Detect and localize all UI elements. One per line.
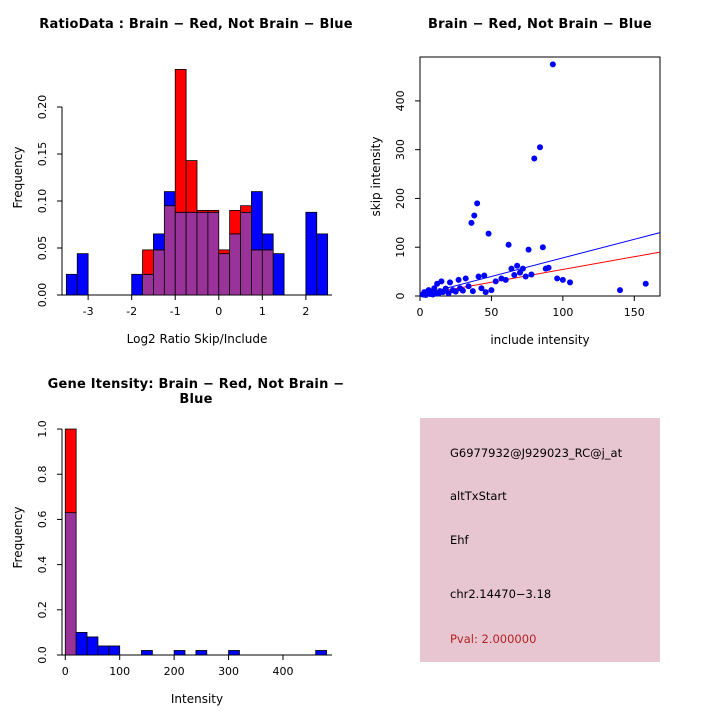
svg-text:1: 1: [259, 305, 266, 318]
svg-text:100: 100: [394, 237, 407, 258]
svg-text:100: 100: [109, 665, 130, 678]
svg-text:0.2: 0.2: [36, 601, 49, 619]
svg-text:0: 0: [417, 306, 424, 319]
svg-text:400: 400: [394, 90, 407, 111]
info-box: G6977932@J929023_RC@j_at altTxStart Ehf …: [420, 418, 660, 662]
event-type: altTxStart: [450, 489, 507, 503]
chromosome-location: chr2.14470−3.18: [450, 587, 552, 601]
ratio-histogram-plot: -3 -2 -1 0 1 2 0.00 0.05 0.10 0.15 0.20 Log2 Ratio …: [11, 69, 332, 346]
ratio-histogram-panel: RatioData : Brain − Red, Not Brain − Blu…: [0, 0, 360, 360]
svg-text:300: 300: [394, 139, 407, 160]
gene-intensity-histogram-panel: Gene Itensity: Brain − Red, Not Brain − …: [0, 360, 360, 720]
svg-text:0: 0: [215, 305, 222, 318]
svg-text:0.15: 0.15: [36, 142, 49, 167]
svg-text:2: 2: [302, 305, 309, 318]
svg-text:Log2 Ratio Skip/Include: Log2 Ratio Skip/Include: [127, 332, 268, 346]
intensity-scatter-plot: 0 50 100 150 0 100 200 300 400 include intensity s…: [369, 56, 661, 347]
gene-symbol: Ehf: [450, 533, 469, 547]
svg-text:0.10: 0.10: [36, 189, 49, 214]
svg-text:300: 300: [218, 665, 239, 678]
svg-text:0.05: 0.05: [36, 236, 49, 261]
svg-text:0.8: 0.8: [36, 465, 49, 483]
svg-text:-1: -1: [170, 305, 181, 318]
svg-text:50: 50: [484, 306, 498, 319]
intensity-scatter-panel: Brain − Red, Not Brain − Blue 0 50 100 150 0…: [360, 0, 720, 360]
gene-intensity-histogram-title: Gene Itensity: Brain − Red, Not Brain − …: [47, 377, 345, 407]
svg-text:100: 100: [552, 306, 573, 319]
svg-text:1.0: 1.0: [36, 420, 49, 438]
svg-text:0.00: 0.00: [36, 283, 49, 308]
svg-text:200: 200: [164, 665, 185, 678]
probe-id: G6977932@J929023_RC@j_at: [450, 446, 623, 460]
svg-text:200: 200: [394, 188, 407, 209]
gene-info-panel: G6977932@J929023_RC@j_at altTxStart Ehf …: [360, 360, 720, 720]
svg-text:0.20: 0.20: [36, 95, 49, 120]
svg-text:0.6: 0.6: [36, 511, 49, 529]
svg-text:150: 150: [624, 306, 645, 319]
svg-text:Frequency: Frequency: [11, 507, 25, 569]
ratio-histogram-title: RatioData : Brain − Red, Not Brain − Blu…: [39, 17, 353, 32]
svg-text:-3: -3: [83, 305, 94, 318]
intensity-scatter-title: Brain − Red, Not Brain − Blue: [428, 17, 652, 32]
gene-intensity-histogram-plot: 0 100 200 300 400 0.0 0.2 0.4 0.6 0.8 1.0 Intensity…: [11, 420, 332, 706]
svg-text:-2: -2: [126, 305, 137, 318]
svg-text:0: 0: [62, 665, 69, 678]
svg-text:skip intensity: skip intensity: [369, 137, 383, 217]
svg-text:Intensity: Intensity: [171, 692, 223, 706]
svg-text:0.0: 0.0: [36, 646, 49, 664]
svg-text:0: 0: [394, 293, 407, 300]
pval-text: Pval: 2.000000: [450, 632, 537, 646]
svg-text:Frequency: Frequency: [11, 147, 25, 209]
svg-text:400: 400: [273, 665, 294, 678]
svg-text:0.4: 0.4: [36, 556, 49, 574]
svg-text:include intensity: include intensity: [490, 333, 589, 347]
